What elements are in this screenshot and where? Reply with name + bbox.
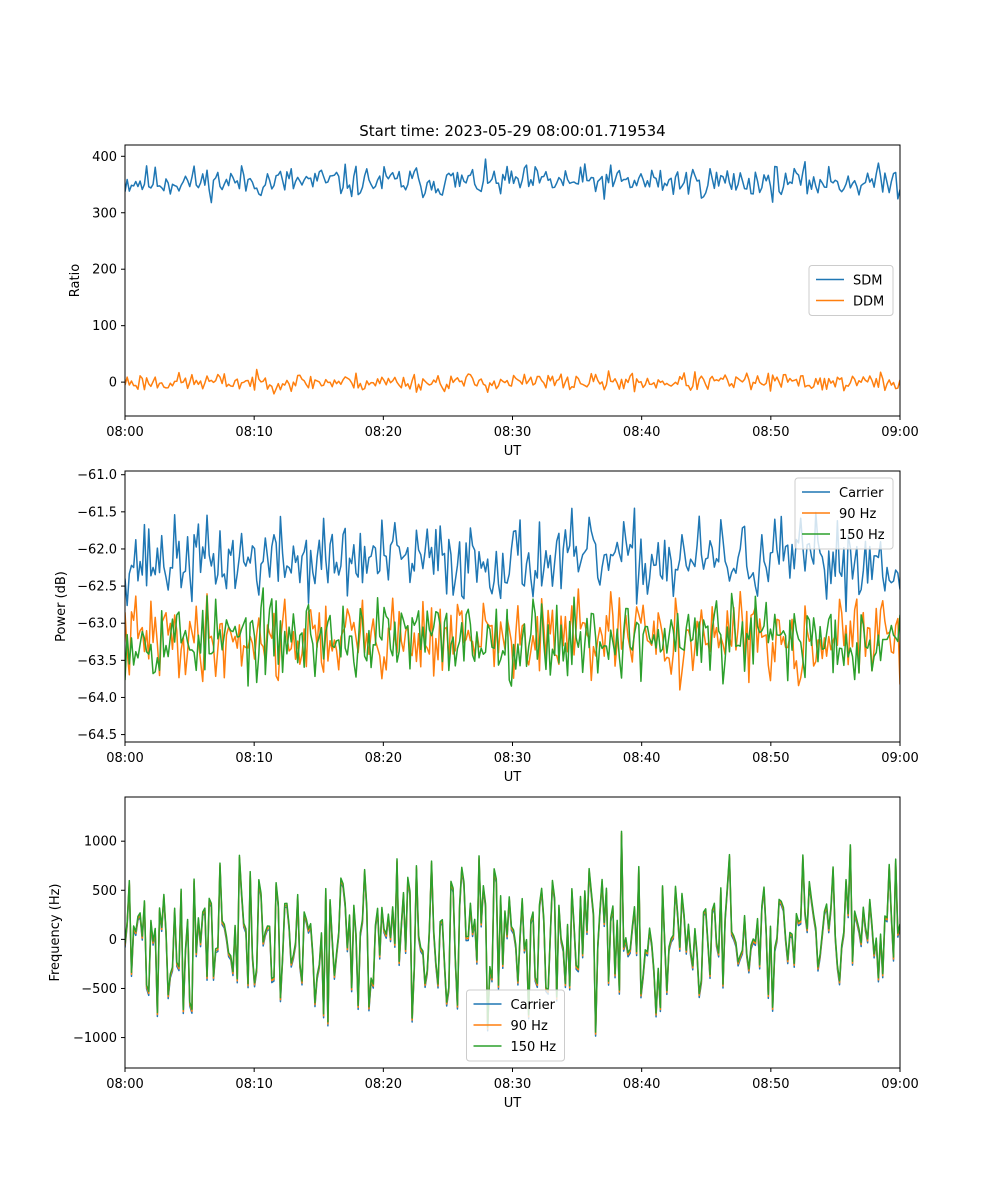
- chart-1-ylabel: Ratio: [68, 264, 83, 297]
- chart-3-legend-label: 90 Hz: [511, 1019, 548, 1034]
- chart-3-ylabel: Frequency (Hz): [48, 883, 63, 981]
- chart-3-ytick-label: −1000: [73, 1031, 117, 1046]
- chart-1-ytick-label: 400: [92, 150, 117, 165]
- chart-2-legend-label: 150 Hz: [839, 528, 885, 543]
- chart-2-xlabel: UT: [504, 770, 522, 785]
- chart-2-xtick-label: 08:10: [235, 751, 272, 766]
- chart-2-series-carrier: [125, 507, 900, 613]
- chart-1-xtick-label: 09:00: [881, 425, 918, 440]
- chart-1-ytick-label: 300: [92, 206, 117, 221]
- chart-2-xtick-label: 09:00: [881, 751, 918, 766]
- chart-2-xtick-label: 08:30: [494, 751, 531, 766]
- chart-3-xtick-label: 08:20: [365, 1077, 402, 1092]
- chart-2-ytick-label: −63.0: [77, 617, 117, 632]
- chart-3-xtick-label: 08:00: [106, 1077, 143, 1092]
- chart-title: Start time: 2023-05-29 08:00:01.719534: [359, 122, 665, 140]
- chart-1-xtick-label: 08:00: [106, 425, 143, 440]
- chart-3-xtick-label: 08:40: [623, 1077, 660, 1092]
- chart-2-legend-box: [794, 477, 894, 550]
- chart-2-xtick-label: 08:00: [106, 751, 143, 766]
- chart-1-ytick-label: 0: [109, 376, 117, 391]
- chart-2-ytick-label: −61.5: [77, 505, 117, 520]
- chart-1-legend: SDM DDM: [808, 265, 894, 316]
- chart-1-series-ddm: [125, 368, 900, 395]
- chart-3-ytick-label: 0: [109, 933, 117, 948]
- chart-3-legend-label: Carrier: [511, 998, 556, 1013]
- chart-2-legend-label: 90 Hz: [839, 507, 876, 522]
- chart-3-xtick-label: 09:00: [881, 1077, 918, 1092]
- chart-3: 08:00 08:10 08:20 08:30 08:40 08:50 09:00 −1000…: [48, 796, 919, 1111]
- chart-2: 08:00 08:10 08:20 08:30 08:40 08:50 09:00 −61.0…: [54, 468, 919, 785]
- chart-2-xtick-label: 08:40: [623, 751, 660, 766]
- chart-1-xtick-label: 08:10: [235, 425, 272, 440]
- chart-3-ytick-label: −500: [81, 982, 117, 997]
- chart-2-frame: [124, 470, 901, 743]
- chart-3-legend: Carrier 90 Hz 150 Hz: [466, 989, 565, 1062]
- chart-1-xtick-label: 08:20: [365, 425, 402, 440]
- chart-3-ytick-label: 500: [92, 884, 117, 899]
- chart-3-xtick-label: 08:10: [235, 1077, 272, 1092]
- chart-2-ytick-label: −63.5: [77, 654, 117, 669]
- chart-2-ytick-label: −62.5: [77, 580, 117, 595]
- chart-2-legend-label: Carrier: [839, 486, 884, 501]
- chart-1-xtick-label: 08:40: [623, 425, 660, 440]
- chart-1-legend-label: DDM: [853, 295, 884, 310]
- chart-2-series-150-hz: [125, 587, 900, 687]
- chart-3-legend-label: 150 Hz: [511, 1040, 557, 1055]
- chart-2-xtick-label: 08:20: [365, 751, 402, 766]
- chart-2-xtick-label: 08:50: [752, 751, 789, 766]
- chart-1-legend-box: [808, 265, 894, 316]
- chart-3-xtick-label: 08:30: [494, 1077, 531, 1092]
- chart-2-ytick-label: −61.0: [77, 468, 117, 483]
- chart-3-ytick-label: 1000: [84, 835, 117, 850]
- chart-2-legend: Carrier 90 Hz 150 Hz: [794, 477, 894, 550]
- chart-2-ylabel: Power (dB): [54, 571, 69, 642]
- chart-1-ytick-label: 200: [92, 263, 117, 278]
- chart-1-ytick-label: 100: [92, 319, 117, 334]
- chart-3-series-150-hz: [125, 830, 900, 1033]
- chart-1-xtick-label: 08:50: [752, 425, 789, 440]
- chart-1-xtick-label: 08:30: [494, 425, 531, 440]
- chart-3-legend-box: [466, 989, 565, 1062]
- chart-2-ytick-label: −64.0: [77, 691, 117, 706]
- chart-2-ytick-label: −62.0: [77, 542, 117, 557]
- chart-3-xtick-label: 08:50: [752, 1077, 789, 1092]
- chart-2-ytick-label: −64.5: [77, 728, 117, 743]
- chart-3-xlabel: UT: [504, 1096, 522, 1111]
- chart-1-xlabel: UT: [504, 444, 522, 459]
- chart-1-legend-label: SDM: [853, 274, 882, 289]
- chart-1-series-sdm: [125, 158, 900, 204]
- chart-1: 08:00 08:10 08:20 08:30 08:40 08:50 09:00 0 100 2…: [68, 144, 919, 459]
